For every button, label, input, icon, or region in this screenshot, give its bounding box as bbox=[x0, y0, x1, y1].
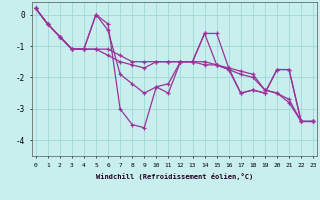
X-axis label: Windchill (Refroidissement éolien,°C): Windchill (Refroidissement éolien,°C) bbox=[96, 174, 253, 181]
